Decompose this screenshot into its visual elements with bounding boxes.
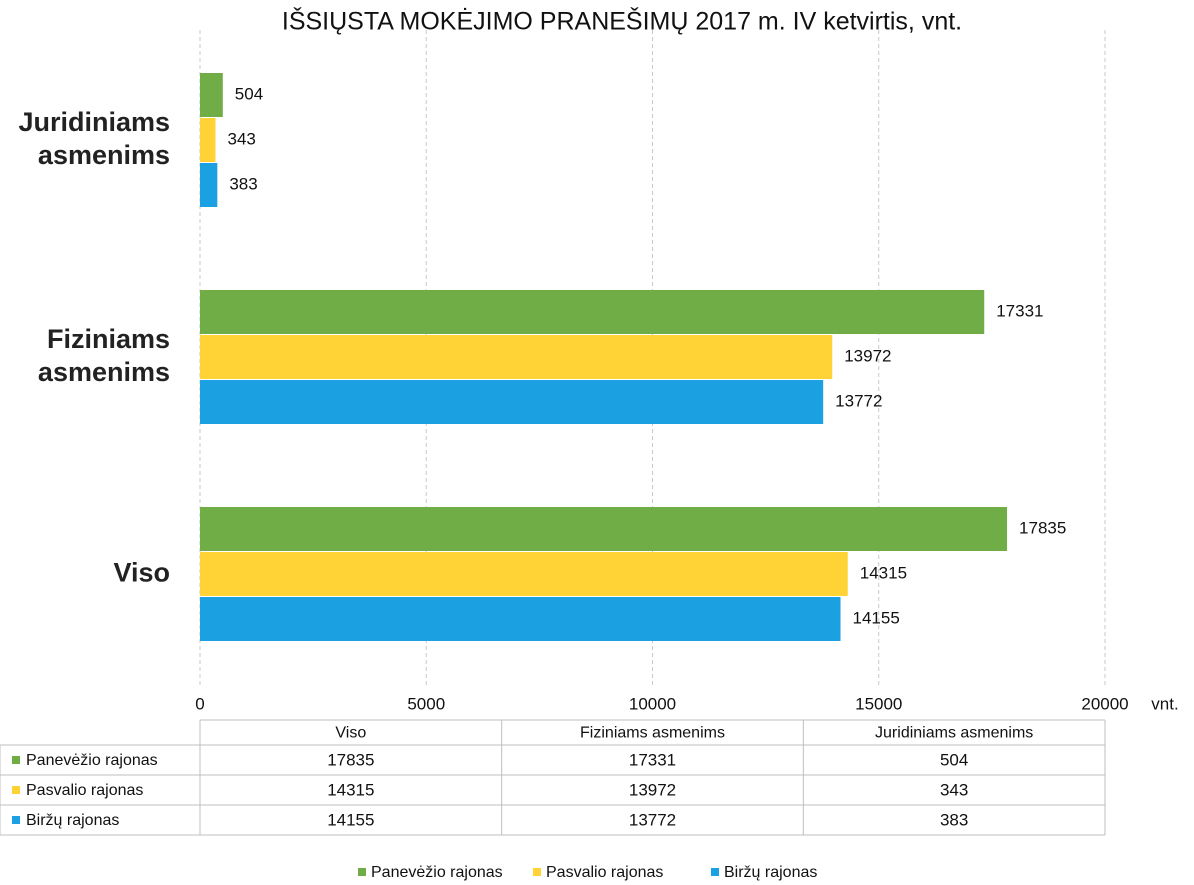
table-cell: 13972 [629,780,676,799]
x-axis-label: vnt. [1151,694,1178,713]
bar [200,597,841,641]
bar [200,163,218,207]
table-legend-key [12,756,20,764]
bar [200,335,833,379]
table-cell: 343 [940,780,968,799]
table-cell: 14315 [327,780,374,799]
table-header: Fiziniams asmenims [580,725,725,742]
table-legend-key [12,786,20,794]
legend-label: Biržų rajonas [724,864,817,881]
bar [200,380,824,424]
bar [200,73,223,117]
data-label: 14315 [860,563,907,582]
bar [200,552,848,596]
data-label: 383 [229,174,257,193]
legend-key [711,868,719,876]
legend-label: Panevėžio rajonas [371,864,503,881]
legend-key [358,868,366,876]
data-label: 14155 [853,608,900,627]
x-tick-label: 5000 [407,694,445,713]
data-label: 17835 [1019,518,1066,537]
data-label: 13772 [835,391,882,410]
legend-label: Pasvalio rajonas [546,864,663,881]
x-tick-label: 20000 [1081,694,1128,713]
x-tick-label: 0 [195,694,204,713]
y-category-label: Fiziniams asmenims [37,324,170,387]
bar [200,290,985,334]
bar [200,507,1008,551]
chart-title: IŠSIŲSTA MOKĖJIMO PRANEŠIMŲ 2017 m. IV k… [282,7,962,36]
table-cell: 14155 [327,810,374,829]
x-tick-label: 10000 [629,694,676,713]
data-label: 13972 [844,346,891,365]
table-row-label: Pasvalio rajonas [26,782,143,799]
table-cell: 13772 [629,810,676,829]
y-category-label: Juridiniams asmenims [18,107,170,170]
table-header: Viso [335,725,366,742]
table-row-label: Panevėžio rajonas [26,752,158,769]
data-label: 504 [235,84,263,103]
table-cell: 17331 [629,750,676,769]
table-legend-key [12,816,20,824]
bar [200,118,216,162]
legend-key [533,868,541,876]
data-label: 17331 [996,301,1043,320]
data-label: 343 [228,129,256,148]
x-tick-label: 15000 [855,694,902,713]
table-header: Juridiniams asmenims [875,725,1033,742]
table-cell: 504 [940,750,968,769]
table-cell: 17835 [327,750,374,769]
table-row-label: Biržų rajonas [26,812,119,829]
y-category-label: Viso [113,557,170,588]
table-cell: 383 [940,810,968,829]
